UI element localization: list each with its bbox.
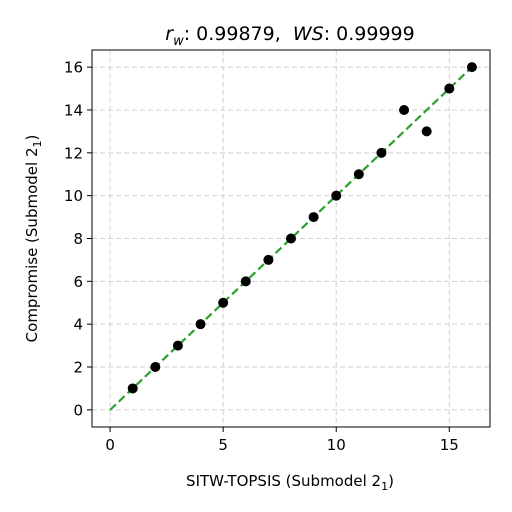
- x-tick-label: 15: [440, 436, 459, 454]
- data-point: [150, 362, 161, 373]
- title-rw-symbol: r: [165, 23, 174, 45]
- title-ws-value: : 0.99999: [324, 23, 415, 45]
- y-axis-label-subscript: 1: [31, 141, 44, 148]
- data-point: [421, 126, 432, 137]
- y-tick-label: 2: [73, 359, 83, 377]
- title-rw-subscript: w: [173, 34, 184, 49]
- y-axis-label-text: Compromise (Submodel 2: [23, 148, 41, 343]
- x-ticks: 0 5 10 15: [105, 427, 459, 454]
- y-tick-label: 14: [64, 101, 83, 119]
- data-point: [172, 340, 183, 351]
- y-tick-label: 10: [64, 187, 83, 205]
- data-point: [286, 233, 296, 244]
- title-ws-symbol: WS: [293, 23, 324, 45]
- data-point: [399, 104, 410, 115]
- y-tick-label: 16: [64, 59, 83, 77]
- y-tick-label: 8: [73, 230, 83, 248]
- grid: [92, 50, 490, 427]
- y-axis-label-suffix: ): [23, 135, 41, 141]
- x-tick-label: 10: [327, 436, 346, 454]
- y-axis-label: Compromise (Submodel 21): [23, 135, 44, 343]
- reference-line-layer: [109, 66, 473, 411]
- reference-line: [109, 66, 473, 411]
- y-tick-label: 6: [73, 273, 83, 291]
- chart-title: rw: 0.99879, WS: 0.99999: [165, 23, 414, 49]
- y-tick-label: 12: [64, 144, 83, 162]
- x-axis-label-subscript: 1: [381, 480, 388, 493]
- data-point: [331, 190, 342, 201]
- data-point: [263, 254, 274, 265]
- y-tick-label: 0: [73, 401, 83, 419]
- data-point: [466, 62, 477, 73]
- x-tick-label: 0: [105, 436, 115, 454]
- title-rw-value: : 0.99879,: [184, 23, 293, 45]
- data-point: [127, 383, 138, 394]
- data-point: [218, 297, 229, 308]
- x-axis-label-suffix: ): [388, 472, 394, 490]
- data-point: [376, 147, 387, 158]
- x-tick-label: 5: [218, 436, 228, 454]
- y-ticks: 0 2 4 6 8 10 12 14 16: [64, 59, 92, 419]
- x-axis-label-text: SITW-TOPSIS (Submodel 2: [186, 472, 381, 490]
- y-tick-label: 4: [73, 316, 83, 334]
- data-points: [127, 62, 477, 394]
- data-point: [240, 276, 251, 287]
- x-axis-label: SITW-TOPSIS (Submodel 21): [186, 472, 394, 493]
- data-point: [195, 319, 206, 330]
- data-point: [353, 169, 364, 180]
- data-point: [308, 212, 319, 223]
- data-point: [444, 83, 455, 94]
